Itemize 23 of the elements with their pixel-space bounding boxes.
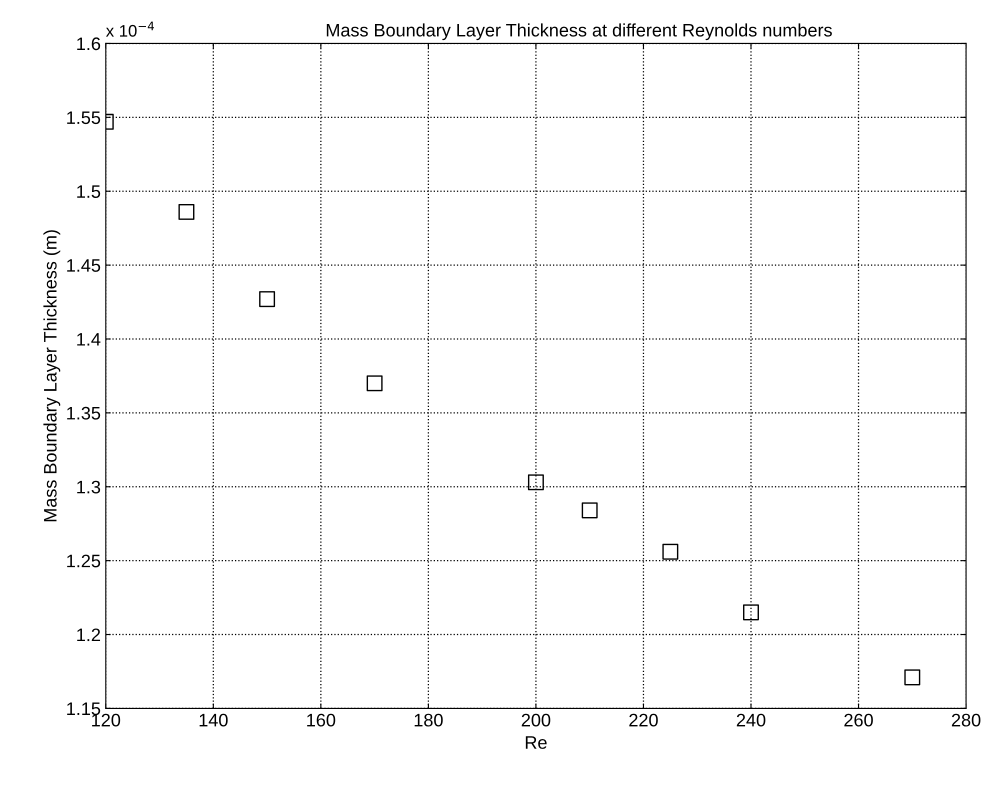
y-tick-label: 1.2 <box>77 628 100 642</box>
x-tick-label: 200 <box>522 714 550 727</box>
y-tick-label: 1.25 <box>67 554 100 568</box>
y-tick-label: 1.55 <box>67 111 100 124</box>
y-tick-label: 1.6 <box>77 37 100 50</box>
x-tick-label: 180 <box>414 714 443 727</box>
chart-title: Mass Boundary Layer Thickness at different Reynolds numbers <box>326 23 832 40</box>
x-tick-label: 120 <box>92 714 120 727</box>
y-tick-label: 1.15 <box>67 702 100 716</box>
y-tick-label: 1.4 <box>77 333 100 346</box>
y-tick-label: 1.35 <box>67 406 100 420</box>
y-axis-title: Mass Boundary Layer Thickness (m) <box>43 230 60 522</box>
x-axis-title: Re <box>526 736 547 749</box>
x-tick-label: 240 <box>736 714 766 727</box>
x-tick-label: 280 <box>952 714 980 727</box>
y-tick-label: 1.45 <box>67 259 100 272</box>
x-tick-label: 260 <box>844 714 873 727</box>
x-tick-label: 160 <box>307 714 336 727</box>
y-tick-label: 1.3 <box>77 480 100 494</box>
x-tick-label: 140 <box>200 714 228 727</box>
y-tick-label: 1.5 <box>77 185 100 198</box>
text: x 10$^{−4}$ <box>106 22 154 37</box>
x-tick-label: 220 <box>629 714 658 727</box>
